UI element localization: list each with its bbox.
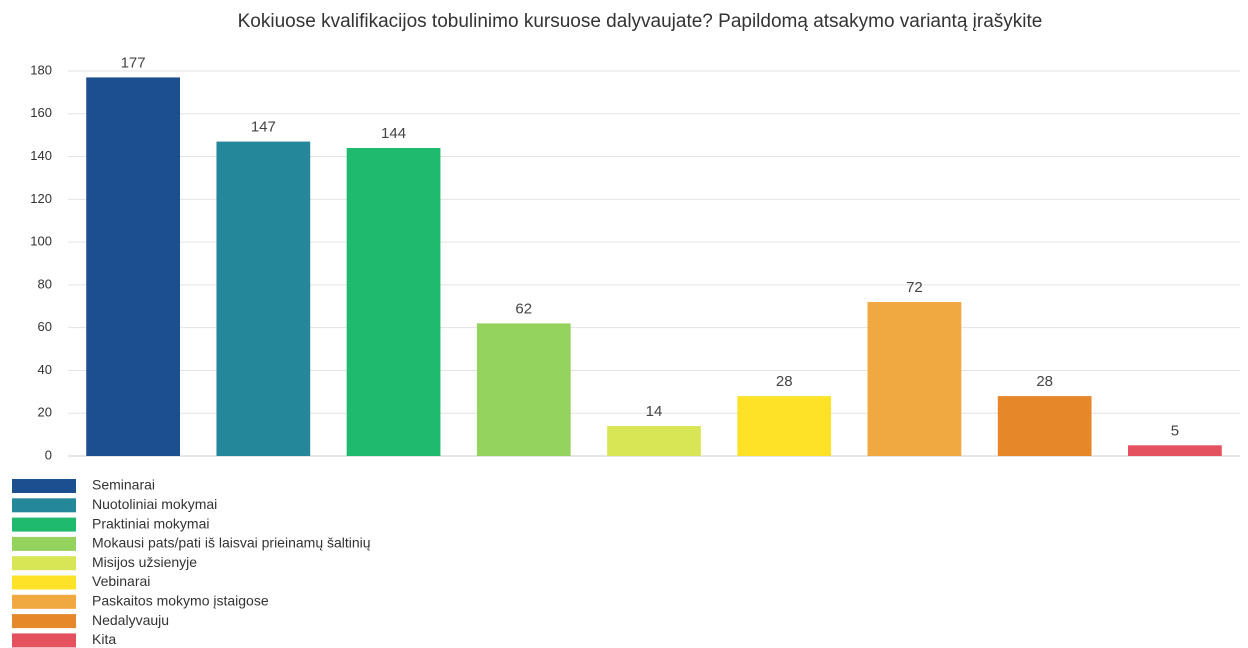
bar — [346, 148, 441, 456]
bar — [1128, 445, 1222, 456]
bar — [476, 323, 571, 456]
bar — [86, 77, 180, 457]
y-tick-label: 0 — [45, 447, 52, 462]
legend-swatch — [12, 575, 76, 590]
data-label: 28 — [776, 373, 793, 390]
legend-swatch — [12, 594, 76, 609]
legend-label: Seminarai — [92, 477, 155, 493]
bar — [607, 426, 701, 456]
legend-swatch — [12, 556, 76, 571]
y-tick-label: 180 — [30, 62, 52, 77]
legend-swatch — [12, 498, 76, 513]
legend-label: Kita — [92, 631, 116, 647]
legend-swatch — [12, 517, 76, 532]
legend-label: Mokausi pats/pati iš laisvai prieinamų š… — [92, 535, 371, 551]
y-tick-label: 140 — [30, 148, 52, 163]
data-label: 177 — [121, 54, 146, 71]
chart-title: Kokiuose kvalifikacijos tobulinimo kursu… — [238, 11, 1043, 32]
y-tick-label: 120 — [30, 191, 52, 206]
y-tick-label: 100 — [30, 234, 52, 249]
bar — [997, 396, 1092, 456]
legend-swatch — [12, 536, 76, 551]
bar — [216, 141, 311, 457]
legend-swatch — [12, 479, 76, 493]
legend-label: Nuotoliniai mokymai — [92, 496, 217, 512]
data-label: 144 — [381, 125, 406, 142]
data-label: 14 — [646, 403, 663, 420]
legend-label: Praktiniai mokymai — [92, 515, 209, 531]
legend-swatch — [12, 614, 76, 629]
bar — [867, 302, 962, 456]
data-label: 147 — [251, 119, 276, 136]
legend-label: Misijos užsienyje — [92, 554, 197, 570]
data-label: 62 — [515, 300, 532, 317]
bar — [737, 396, 832, 456]
legend-label: Vebinarai — [92, 573, 150, 589]
y-tick-label: 40 — [38, 362, 52, 377]
data-label: 72 — [906, 279, 923, 296]
legend-label: Paskaitos mokymo įstaigose — [92, 593, 269, 609]
legend-label: Nedalyvauju — [92, 612, 169, 628]
legend-swatch — [12, 633, 76, 648]
y-tick-label: 60 — [38, 319, 52, 334]
y-tick-label: 80 — [38, 276, 52, 291]
data-label: 28 — [1036, 373, 1053, 390]
y-tick-label: 20 — [38, 405, 52, 420]
y-tick-label: 160 — [30, 105, 52, 120]
data-label: 5 — [1171, 422, 1179, 439]
